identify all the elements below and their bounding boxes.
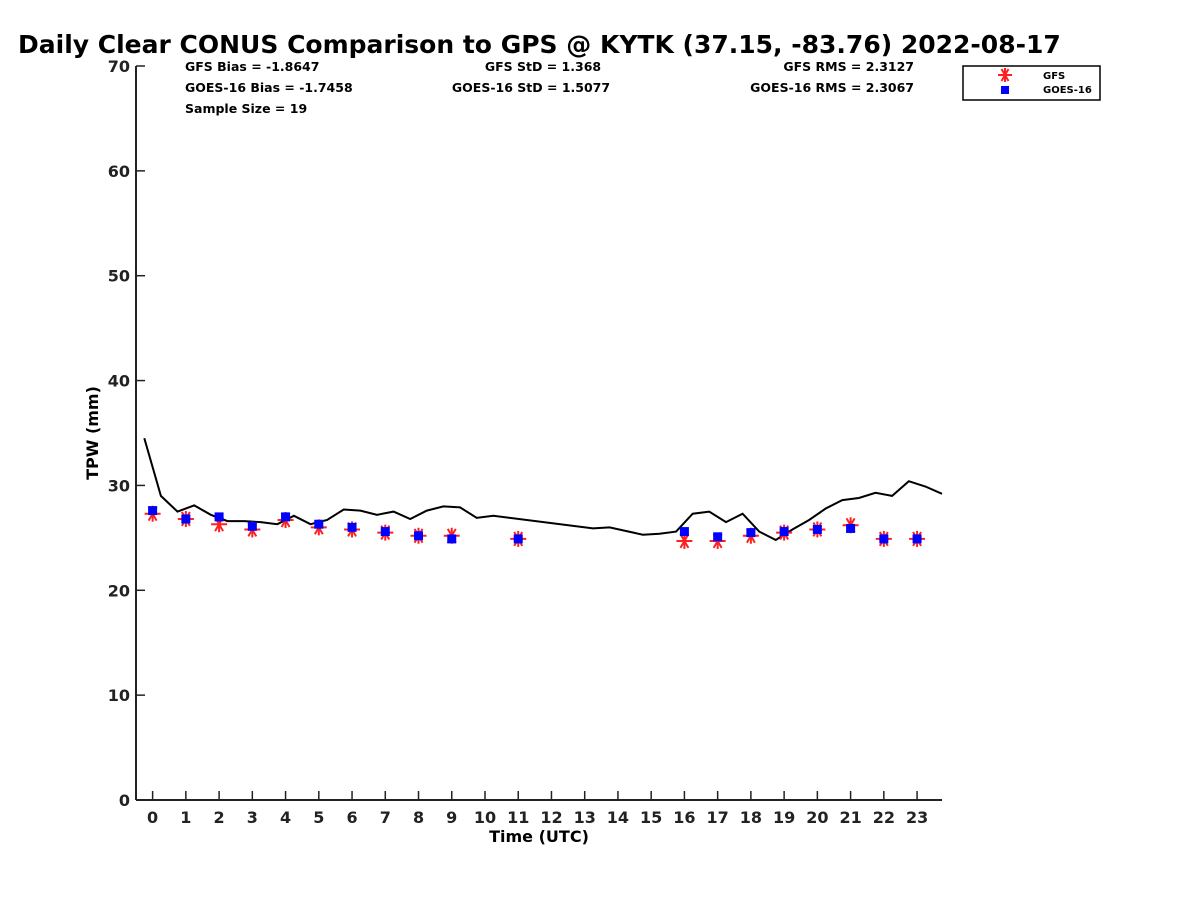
legend-gfs-label: GFS — [1043, 71, 1065, 82]
x-tick-label: 18 — [740, 808, 762, 827]
x-tick-label: 0 — [147, 808, 158, 827]
x-tick-label: 5 — [313, 808, 324, 827]
x-tick-label: 4 — [280, 808, 291, 827]
x-tick-label: 6 — [346, 808, 357, 827]
gps-line — [143, 437, 943, 542]
x-tick-label: 21 — [839, 808, 861, 827]
legend-goes16-label: GOES-16 — [1043, 85, 1092, 96]
x-tick-label: 16 — [673, 808, 695, 827]
x-tick-label: 2 — [214, 808, 225, 827]
y-tick-label: 40 — [108, 372, 130, 391]
goes16-point — [380, 527, 390, 537]
gfs-bias-text: GFS Bias = -1.8647 — [185, 59, 319, 74]
sample-size-text: Sample Size = 19 — [185, 101, 307, 116]
x-tick-label: 11 — [507, 808, 529, 827]
legend-gfs-marker — [998, 68, 1012, 82]
x-tick-label: 20 — [806, 808, 828, 827]
y-tick-label: 20 — [108, 581, 130, 600]
x-tick-label: 23 — [906, 808, 928, 827]
y-tick-label: 70 — [108, 57, 130, 76]
goes-std-text: GOES-16 StD = 1.5077 — [452, 80, 610, 95]
goes16-point — [181, 514, 191, 524]
goes16-point — [281, 512, 291, 522]
x-tick-label: 3 — [247, 808, 258, 827]
legend-goes16-marker — [1001, 86, 1009, 94]
goes16-point — [746, 528, 756, 538]
legend-gfs-star — [998, 68, 1012, 82]
gfs-std-text: GFS StD = 1.368 — [485, 59, 601, 74]
goes16-point — [148, 506, 158, 516]
gps-series — [143, 437, 943, 542]
x-axis-label: Time (UTC) — [489, 827, 589, 846]
goes16-point — [846, 523, 856, 533]
chart-title: Daily Clear CONUS Comparison to GPS @ KY… — [18, 30, 1061, 59]
x-tick-label: 7 — [380, 808, 391, 827]
x-tick-label: 10 — [474, 808, 496, 827]
goes16-point — [347, 522, 357, 532]
goes16-point — [513, 534, 523, 544]
x-tick-label: 15 — [640, 808, 662, 827]
y-tick-label: 50 — [108, 267, 130, 286]
y-tick-label: 30 — [108, 476, 130, 495]
goes16-point — [879, 534, 889, 544]
goes16-point — [713, 532, 723, 542]
x-tick-label: 22 — [873, 808, 895, 827]
goes16-point — [214, 512, 224, 522]
y-tick-label: 10 — [108, 686, 130, 705]
goes-bias-text: GOES-16 Bias = -1.7458 — [185, 80, 353, 95]
x-tick-label: 14 — [607, 808, 629, 827]
x-tick-label: 9 — [446, 808, 457, 827]
legend-box — [962, 65, 1101, 101]
y-axis-label: TPW (mm) — [83, 386, 102, 480]
goes16-point — [779, 527, 789, 537]
gfs-series — [144, 505, 926, 550]
x-tick-label: 12 — [540, 808, 562, 827]
x-tick-label: 19 — [773, 808, 795, 827]
x-tick-label: 8 — [413, 808, 424, 827]
goes16-point — [414, 531, 424, 541]
x-tick-label: 1 — [180, 808, 191, 827]
goes16-point — [247, 521, 257, 531]
y-tick-label: 0 — [119, 791, 130, 810]
legend: GFS GOES-16 — [962, 65, 1101, 101]
goes16-series — [148, 506, 922, 544]
x-tick-label: 17 — [707, 808, 729, 827]
goes16-point — [812, 524, 822, 534]
goes16-point — [912, 534, 922, 544]
goes16-point — [447, 534, 457, 544]
x-tick-label: 13 — [574, 808, 596, 827]
goes-rms-text: GOES-16 RMS = 2.3067 — [750, 80, 914, 95]
goes16-point — [679, 527, 689, 537]
goes16-point — [314, 519, 324, 529]
y-tick-label: 60 — [108, 162, 130, 181]
gfs-rms-text: GFS RMS = 2.3127 — [783, 59, 914, 74]
